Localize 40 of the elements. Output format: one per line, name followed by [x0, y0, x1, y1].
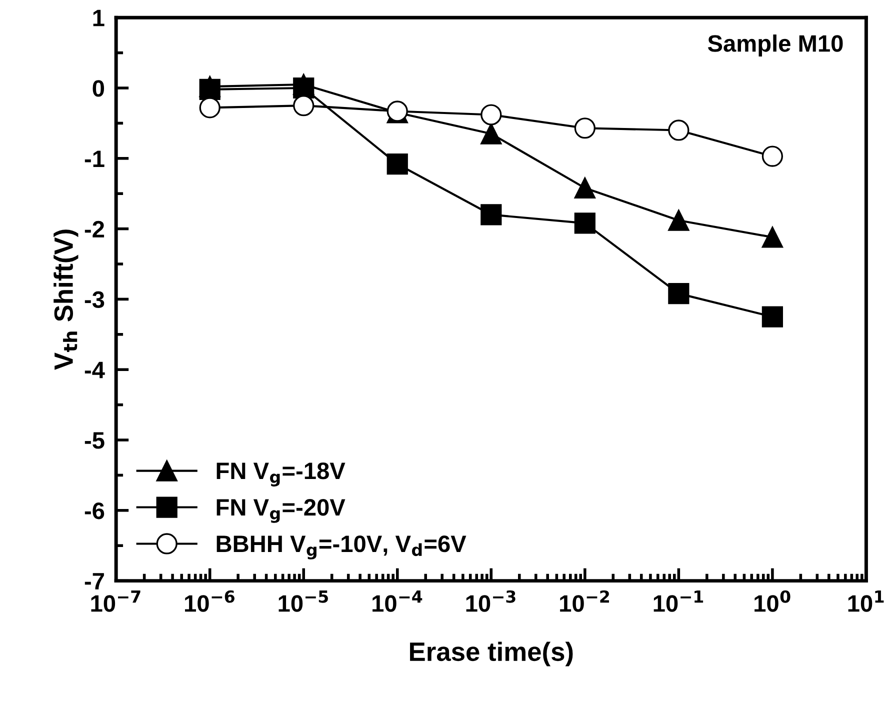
- point: [480, 123, 502, 144]
- y-tick-label: -2: [84, 220, 104, 238]
- point: [574, 212, 596, 234]
- x-axis-title: Erase time(s): [410, 642, 573, 666]
- point: [293, 77, 314, 99]
- point: [199, 78, 220, 100]
- point: [574, 177, 596, 199]
- point: [480, 104, 502, 126]
- y-axis-title: V$_{th}$ Shift(V): [54, 230, 78, 370]
- point: [668, 120, 690, 141]
- y-tick-label: -6: [84, 502, 104, 520]
- y-tick-label: -7: [84, 573, 104, 590]
- point: [386, 153, 408, 175]
- y-tick-label: -5: [84, 432, 104, 449]
- y-tick-label: 0: [92, 80, 104, 97]
- x-tick-label: 10$^{0}$: [754, 590, 790, 612]
- y-tick-label: -1: [84, 150, 104, 167]
- legend-label: FN V$_{g}$=-20V: [216, 498, 346, 523]
- point: [668, 210, 690, 231]
- point: [574, 118, 596, 139]
- y-tick-label: -3: [84, 291, 104, 308]
- point: [762, 306, 783, 328]
- x-tick-label: 10$^{−3}$: [466, 590, 516, 612]
- y-tick-label: -4: [84, 362, 105, 378]
- point: [293, 95, 314, 116]
- x-tick-label: 10$^{−4}$: [372, 590, 422, 612]
- point: [480, 204, 502, 226]
- point: [762, 146, 783, 167]
- point: [668, 283, 690, 304]
- y-tick-label: 1: [93, 10, 104, 26]
- x-tick-label: 10$^{−1}$: [654, 590, 704, 612]
- x-tick-label: 10$^{−5}$: [278, 590, 328, 612]
- annotation: Sample M10: [708, 34, 843, 57]
- legend-label: BBHH V$_{g}$=-10V, V$_{d}$=6V: [216, 535, 466, 560]
- x-tick-label: 10$^{−7}$: [91, 590, 140, 612]
- legend-label: FN V$_{g}$=-18V: [216, 462, 346, 486]
- x-tick-label: 10$^{1}$: [848, 590, 884, 612]
- x-tick-label: 10$^{−6}$: [185, 590, 234, 612]
- x-tick-label: 10$^{−2}$: [560, 590, 609, 612]
- point: [762, 226, 783, 248]
